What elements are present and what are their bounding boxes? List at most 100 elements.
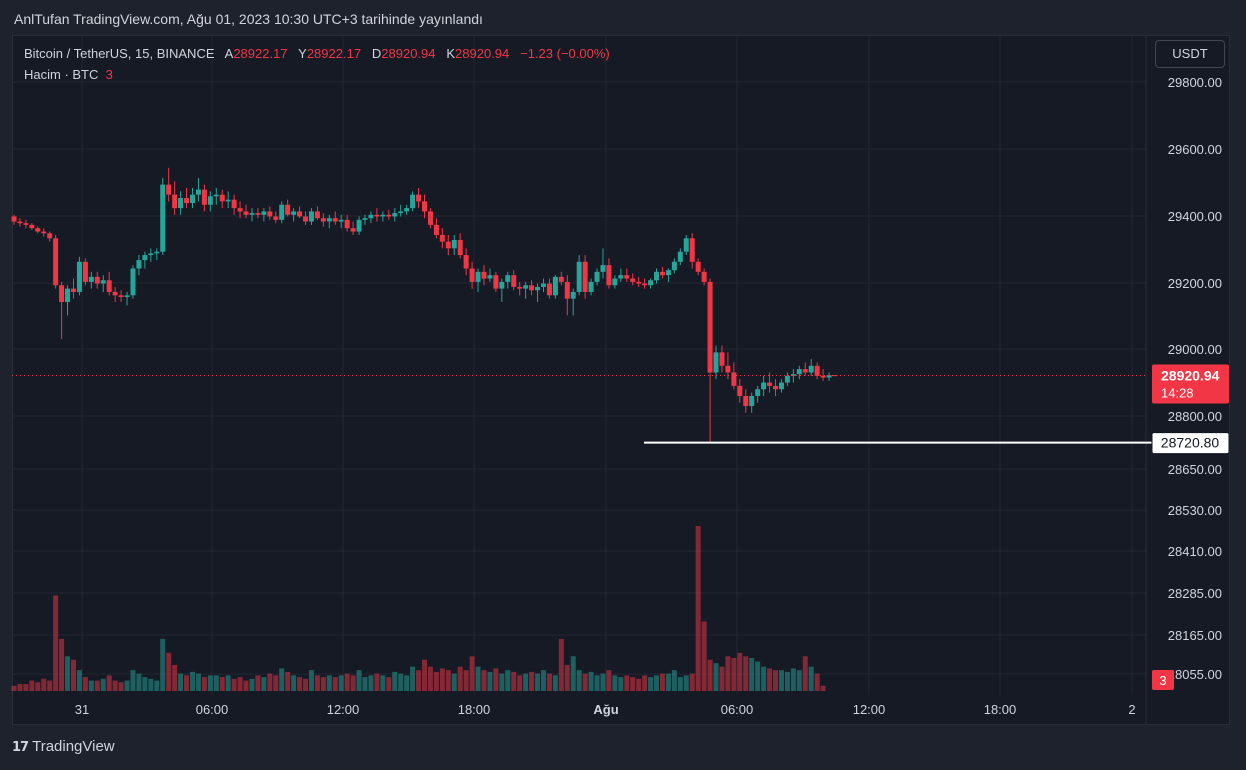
candle-body <box>826 375 832 378</box>
candle-body <box>255 213 261 215</box>
candle-body <box>564 281 570 299</box>
volume-bar <box>493 668 499 691</box>
candle-body <box>570 291 576 299</box>
volume-bar <box>654 675 660 691</box>
candle-body <box>773 385 779 390</box>
volume-bar <box>600 673 606 691</box>
volume-bar <box>29 680 35 691</box>
volume-bar <box>82 677 88 691</box>
candle-body <box>308 211 314 222</box>
candle-body <box>100 280 106 284</box>
candle-body <box>535 286 541 291</box>
candle-body <box>178 198 184 209</box>
volume-bar <box>53 595 59 691</box>
price-tick-label: 28530.00 <box>1168 503 1222 518</box>
candle-body <box>142 255 148 261</box>
close-label: K <box>446 46 456 61</box>
volume-bar <box>737 652 743 691</box>
volume-bar <box>796 670 802 691</box>
volume-bar <box>356 670 362 691</box>
volume-bar <box>297 677 303 691</box>
candle-body <box>719 352 725 366</box>
volume-bar <box>88 680 94 691</box>
candle-body <box>642 283 648 286</box>
candle-body <box>291 211 297 215</box>
candle-body <box>636 281 642 284</box>
candle-body <box>17 221 23 224</box>
currency-button[interactable]: USDT <box>1155 40 1225 68</box>
volume-bar <box>338 675 344 691</box>
volume-bar <box>570 656 576 691</box>
volume-bar <box>517 675 523 691</box>
high-value: 28922.17 <box>306 46 362 61</box>
volume-bar <box>642 675 648 691</box>
volume-bar <box>207 675 213 691</box>
volume-bar <box>201 677 207 691</box>
volume-bar <box>469 656 475 691</box>
time-tick-label: 06:00 <box>196 702 229 717</box>
volume-bar <box>535 673 541 691</box>
price-labels: 28920.94 14:28 28720.80 3 <box>1151 364 1230 690</box>
volume-bar <box>404 675 410 691</box>
candle-body <box>273 216 279 220</box>
volume-bar <box>677 677 683 691</box>
volume-bar <box>481 670 487 691</box>
volume-value-box <box>1152 670 1174 690</box>
chart-frame[interactable] <box>12 35 1230 725</box>
candle-body <box>285 204 291 215</box>
volume-bar <box>23 684 29 691</box>
candle-body <box>166 184 172 195</box>
candle-body <box>410 194 416 209</box>
volume-bar <box>445 670 451 691</box>
candle-body <box>820 375 826 378</box>
price-tick-label: 29000.00 <box>1168 342 1222 357</box>
volume-bar <box>249 678 255 691</box>
candle-body <box>243 211 249 215</box>
candle-body <box>707 281 713 373</box>
candle-body <box>540 283 546 287</box>
volume-bar <box>523 673 529 691</box>
candle-body <box>338 219 344 222</box>
candle-body <box>713 352 719 373</box>
volume-bar <box>350 675 356 691</box>
candle-body <box>201 189 207 205</box>
candle-body <box>136 260 142 269</box>
time-tick-label: 06:00 <box>721 702 754 717</box>
candle-body <box>225 199 231 202</box>
candle-body <box>499 281 505 289</box>
open-label: A <box>224 46 234 61</box>
volume-bar <box>386 677 392 691</box>
candle-body <box>112 291 118 296</box>
volume-bar <box>552 675 558 691</box>
candle-body <box>398 211 404 214</box>
volume-bar <box>588 671 594 691</box>
symbol-name: Bitcoin / TetherUS, 15, BINANCE <box>24 46 215 61</box>
candle-body <box>344 219 350 229</box>
volume-bar <box>808 666 814 691</box>
candle-body <box>529 285 535 291</box>
candle-body <box>796 369 802 375</box>
volume-bar <box>392 671 398 691</box>
volume-bar <box>636 678 642 691</box>
volume-bar <box>130 670 136 691</box>
candle-body <box>588 281 594 292</box>
volume-bar <box>802 656 808 691</box>
candle-body <box>160 184 166 252</box>
volume-bar <box>439 668 445 691</box>
candle-body <box>380 214 386 217</box>
candle-body <box>665 270 671 276</box>
volume-bar <box>594 675 600 691</box>
volume-bar <box>820 685 826 691</box>
price-tick-label: 28650.00 <box>1168 462 1222 477</box>
candles <box>11 167 838 443</box>
candle-body <box>701 271 707 282</box>
volume-bar <box>707 659 713 691</box>
price-tick-label: 28165.00 <box>1168 628 1222 643</box>
volume-bar <box>273 675 279 691</box>
candle-body <box>320 218 326 222</box>
volume-bar <box>564 664 570 691</box>
volume-bar <box>558 638 564 691</box>
candle-body <box>624 275 630 279</box>
candle-body <box>422 201 427 212</box>
